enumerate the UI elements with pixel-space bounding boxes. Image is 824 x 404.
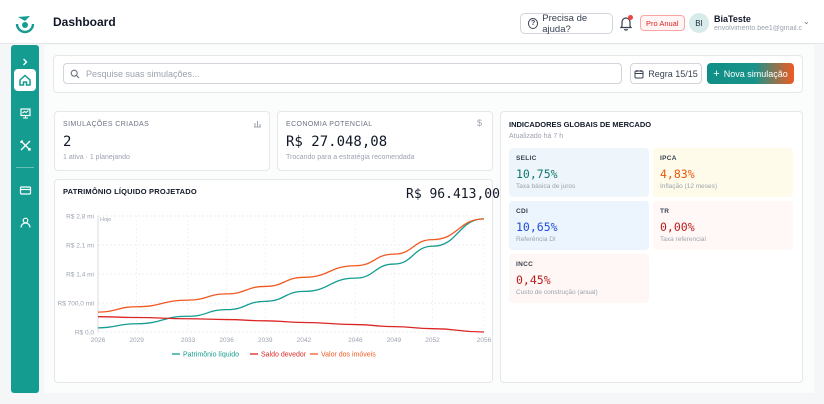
top-bar [0, 0, 824, 44]
indicator-value: 10,75% [516, 167, 558, 181]
y-tick-label: R$ 0,0 [75, 330, 95, 337]
rule-label: Regra 15/15 [648, 68, 698, 79]
page-title: Dashboard [53, 15, 116, 29]
dollar-icon: $ [477, 118, 483, 128]
x-tick-label: 2056 [477, 337, 492, 344]
indicator-name: IPCA [660, 155, 677, 162]
sidebar-divider [16, 167, 34, 168]
x-tick-label: 2036 [219, 337, 234, 344]
net-worth-chart[interactable]: R$ 0,0 R$ 700,0 mil R$ 1,4 mi R$ 2,1 mi R$ 2… [54, 204, 492, 374]
indicators-updated: Atualizado há 7 h [509, 133, 564, 140]
indicator-description: Taxa básica de juros [516, 183, 576, 190]
plan-badge: Pro Anual [640, 15, 685, 31]
indicators-title: INDICADORES GLOBAIS DE MERCADO [509, 120, 652, 129]
savings-label: ECONOMIA POTENCIAL [286, 121, 373, 128]
series-line-saldo-devedor [97, 316, 485, 333]
question-icon: ? [528, 18, 539, 29]
help-label: Precisa de ajuda? [542, 12, 588, 35]
rule-button[interactable]: Regra 15/15 [630, 63, 702, 84]
sidebar-item-expand[interactable] [14, 51, 36, 73]
x-tick-label: 2039 [258, 337, 273, 344]
savings-card: ECONOMIA POTENCIAL $ R$ 27.048,08 Trocan… [277, 111, 493, 171]
x-tick-label: 2033 [181, 337, 196, 344]
chart-total: R$ 96.413,00 [406, 187, 500, 202]
sidebar-item-billing[interactable] [14, 179, 36, 201]
indicator-description: Taxa referencial [660, 236, 706, 243]
indicator-name: SELIC [516, 155, 537, 162]
x-tick-label: 2046 [348, 337, 363, 344]
home-icon [19, 74, 31, 86]
user-icon [19, 217, 31, 228]
series-line-valor-dos-imóveis [97, 218, 485, 313]
today-label: Hoje [100, 217, 111, 223]
x-tick-label: 2052 [425, 337, 440, 344]
sidebar-item-tools[interactable] [14, 134, 36, 156]
chevron-down-icon[interactable]: ⌄ [803, 17, 810, 26]
simulations-sub: 1 ativa · 1 planejando [63, 154, 130, 161]
sidebar-item-home[interactable] [14, 69, 36, 91]
indicator-tr: TR 0,00% Taxa referencial [653, 201, 793, 250]
user-name[interactable]: BiaTeste [714, 14, 751, 24]
presentation-icon [19, 107, 31, 119]
search-input[interactable]: Pesquise suas simulações... [63, 63, 622, 84]
chevron-right-icon [23, 58, 28, 66]
notification-dot [628, 15, 633, 20]
indicator-value: 10,65% [516, 220, 558, 234]
indicator-incc: INCC 0,45% Custo de construção (anual) [509, 254, 649, 303]
indicator-value: 4,83% [660, 167, 695, 181]
indicator-description: Custo de construção (anual) [516, 289, 598, 296]
help-button[interactable]: ? Precisa de ajuda? [520, 12, 613, 35]
y-tick-label: R$ 700,0 mil [58, 301, 95, 308]
indicator-name: CDI [516, 208, 529, 215]
indicator-value: 0,00% [660, 220, 695, 234]
x-tick-label: 2026 [91, 337, 106, 344]
sidebar-item-presentation[interactable] [14, 102, 36, 124]
indicator-description: Inflação (12 meses) [660, 183, 718, 190]
indicator-name: TR [660, 208, 670, 215]
search-placeholder: Pesquise suas simulações... [86, 68, 200, 79]
legend-label: Saldo devedor [261, 352, 307, 359]
chart-card [54, 179, 493, 383]
savings-value: R$ 27.048,08 [286, 134, 388, 150]
tools-icon [19, 139, 31, 151]
calendar-icon [634, 69, 644, 78]
chart-title: PATRIMÔNIO LÍQUIDO PROJETADO [63, 187, 197, 196]
new-simulation-button[interactable]: + Nova simulação [707, 63, 794, 84]
indicator-name: INCC [516, 261, 534, 268]
brand-logo-icon[interactable] [14, 12, 36, 34]
credit-card-icon [19, 185, 31, 195]
indicator-value: 0,45% [516, 273, 551, 287]
simulations-card: SIMULAÇÕES CRIADAS 2 1 ativa · 1 planeja… [54, 111, 270, 171]
new-simulation-label: Nova simulação [723, 68, 788, 79]
x-tick-label: 2042 [297, 337, 312, 344]
legend-label: Patrimônio líquido [183, 352, 239, 359]
sidebar-item-profile[interactable] [14, 211, 36, 233]
indicator-cdi: CDI 10,65% Referência DI [509, 201, 649, 250]
sidebar [11, 45, 39, 393]
savings-sub: Trocando para a estratégia recomendada [286, 154, 415, 161]
y-tick-label: R$ 2,1 mi [66, 243, 94, 250]
simulations-value: 2 [63, 134, 72, 150]
legend-label: Valor dos imóveis [321, 352, 376, 359]
indicator-ipca: IPCA 4,83% Inflação (12 meses) [653, 148, 793, 197]
simulations-label: SIMULAÇÕES CRIADAS [63, 121, 150, 128]
series-line-patrimônio-líquido [97, 218, 485, 329]
indicator-description: Referência DI [516, 236, 556, 243]
avatar[interactable]: BI [689, 13, 709, 33]
y-tick-label: R$ 2,8 mi [66, 214, 94, 221]
search-icon [70, 69, 80, 78]
user-email: envolvimento.bee1@gmail.com [714, 25, 802, 32]
indicator-selic: SELIC 10,75% Taxa básica de juros [509, 148, 649, 197]
x-tick-label: 2049 [387, 337, 402, 344]
plus-icon: + [713, 67, 720, 80]
x-tick-label: 2029 [129, 337, 144, 344]
bar-chart-icon [253, 119, 262, 130]
y-tick-label: R$ 1,4 mi [66, 272, 94, 279]
